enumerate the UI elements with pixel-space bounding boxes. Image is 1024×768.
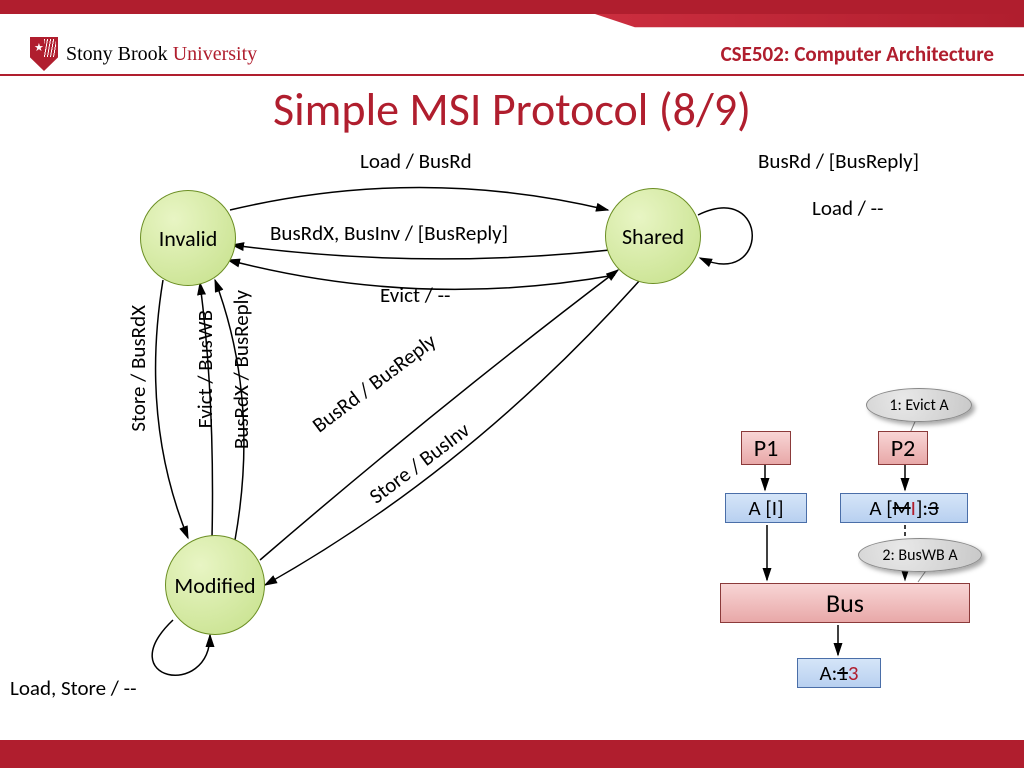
state-shared: Shared bbox=[605, 188, 701, 284]
state-invalid-label: Invalid bbox=[159, 225, 218, 252]
shield-icon bbox=[30, 37, 58, 71]
edge-inv-shared: Load / BusRd bbox=[360, 148, 472, 174]
state-shared-label: Shared bbox=[622, 223, 684, 250]
cache-p2: A [M I]: 3 bbox=[840, 493, 968, 523]
edge-shared-inv2: Evict / -- bbox=[380, 282, 450, 308]
cache-p1: A [I] bbox=[725, 493, 807, 523]
edge-shared-self2: Load / -- bbox=[812, 195, 883, 221]
edge-mod-self: Load, Store / -- bbox=[10, 675, 137, 701]
header-stripe-solid bbox=[0, 0, 1024, 14]
course-label: CSE502: Computer Architecture bbox=[721, 41, 994, 67]
footer-stripe bbox=[0, 740, 1024, 768]
state-diagram: Invalid Shared Modified Load / BusRd Bus… bbox=[0, 140, 1024, 710]
bus-box: Bus bbox=[720, 583, 970, 623]
university-sub: University bbox=[168, 43, 257, 65]
memory-box: A: 1 3 bbox=[797, 658, 881, 688]
edge-mod-inv2: BusRdX / BusReply bbox=[228, 290, 254, 449]
callout-2: 2: BusWB A bbox=[858, 538, 982, 572]
header-bar: Stony Brook University CSE502: Computer … bbox=[0, 34, 1024, 76]
university-logo: Stony Brook University bbox=[30, 37, 257, 71]
proc-p2: P2 bbox=[878, 431, 928, 465]
callout-1: 1: Evict A bbox=[866, 388, 972, 422]
edge-inv-mod: Store / BusRdX bbox=[125, 305, 151, 432]
edge-shared-inv: BusRdX, BusInv / [BusReply] bbox=[270, 220, 508, 246]
state-invalid: Invalid bbox=[140, 190, 236, 286]
state-modified-label: Modified bbox=[174, 572, 255, 599]
university-name: Stony Brook University bbox=[66, 42, 257, 66]
state-modified: Modified bbox=[165, 535, 265, 635]
edge-mod-inv1: Evict / BusWB bbox=[192, 310, 218, 428]
edge-shared-self1: BusRd / [BusReply] bbox=[758, 148, 919, 174]
university-main: Stony Brook bbox=[66, 43, 168, 65]
slide-title: Simple MSI Protocol (8/9) bbox=[0, 82, 1024, 138]
proc-p1: P1 bbox=[741, 431, 791, 465]
